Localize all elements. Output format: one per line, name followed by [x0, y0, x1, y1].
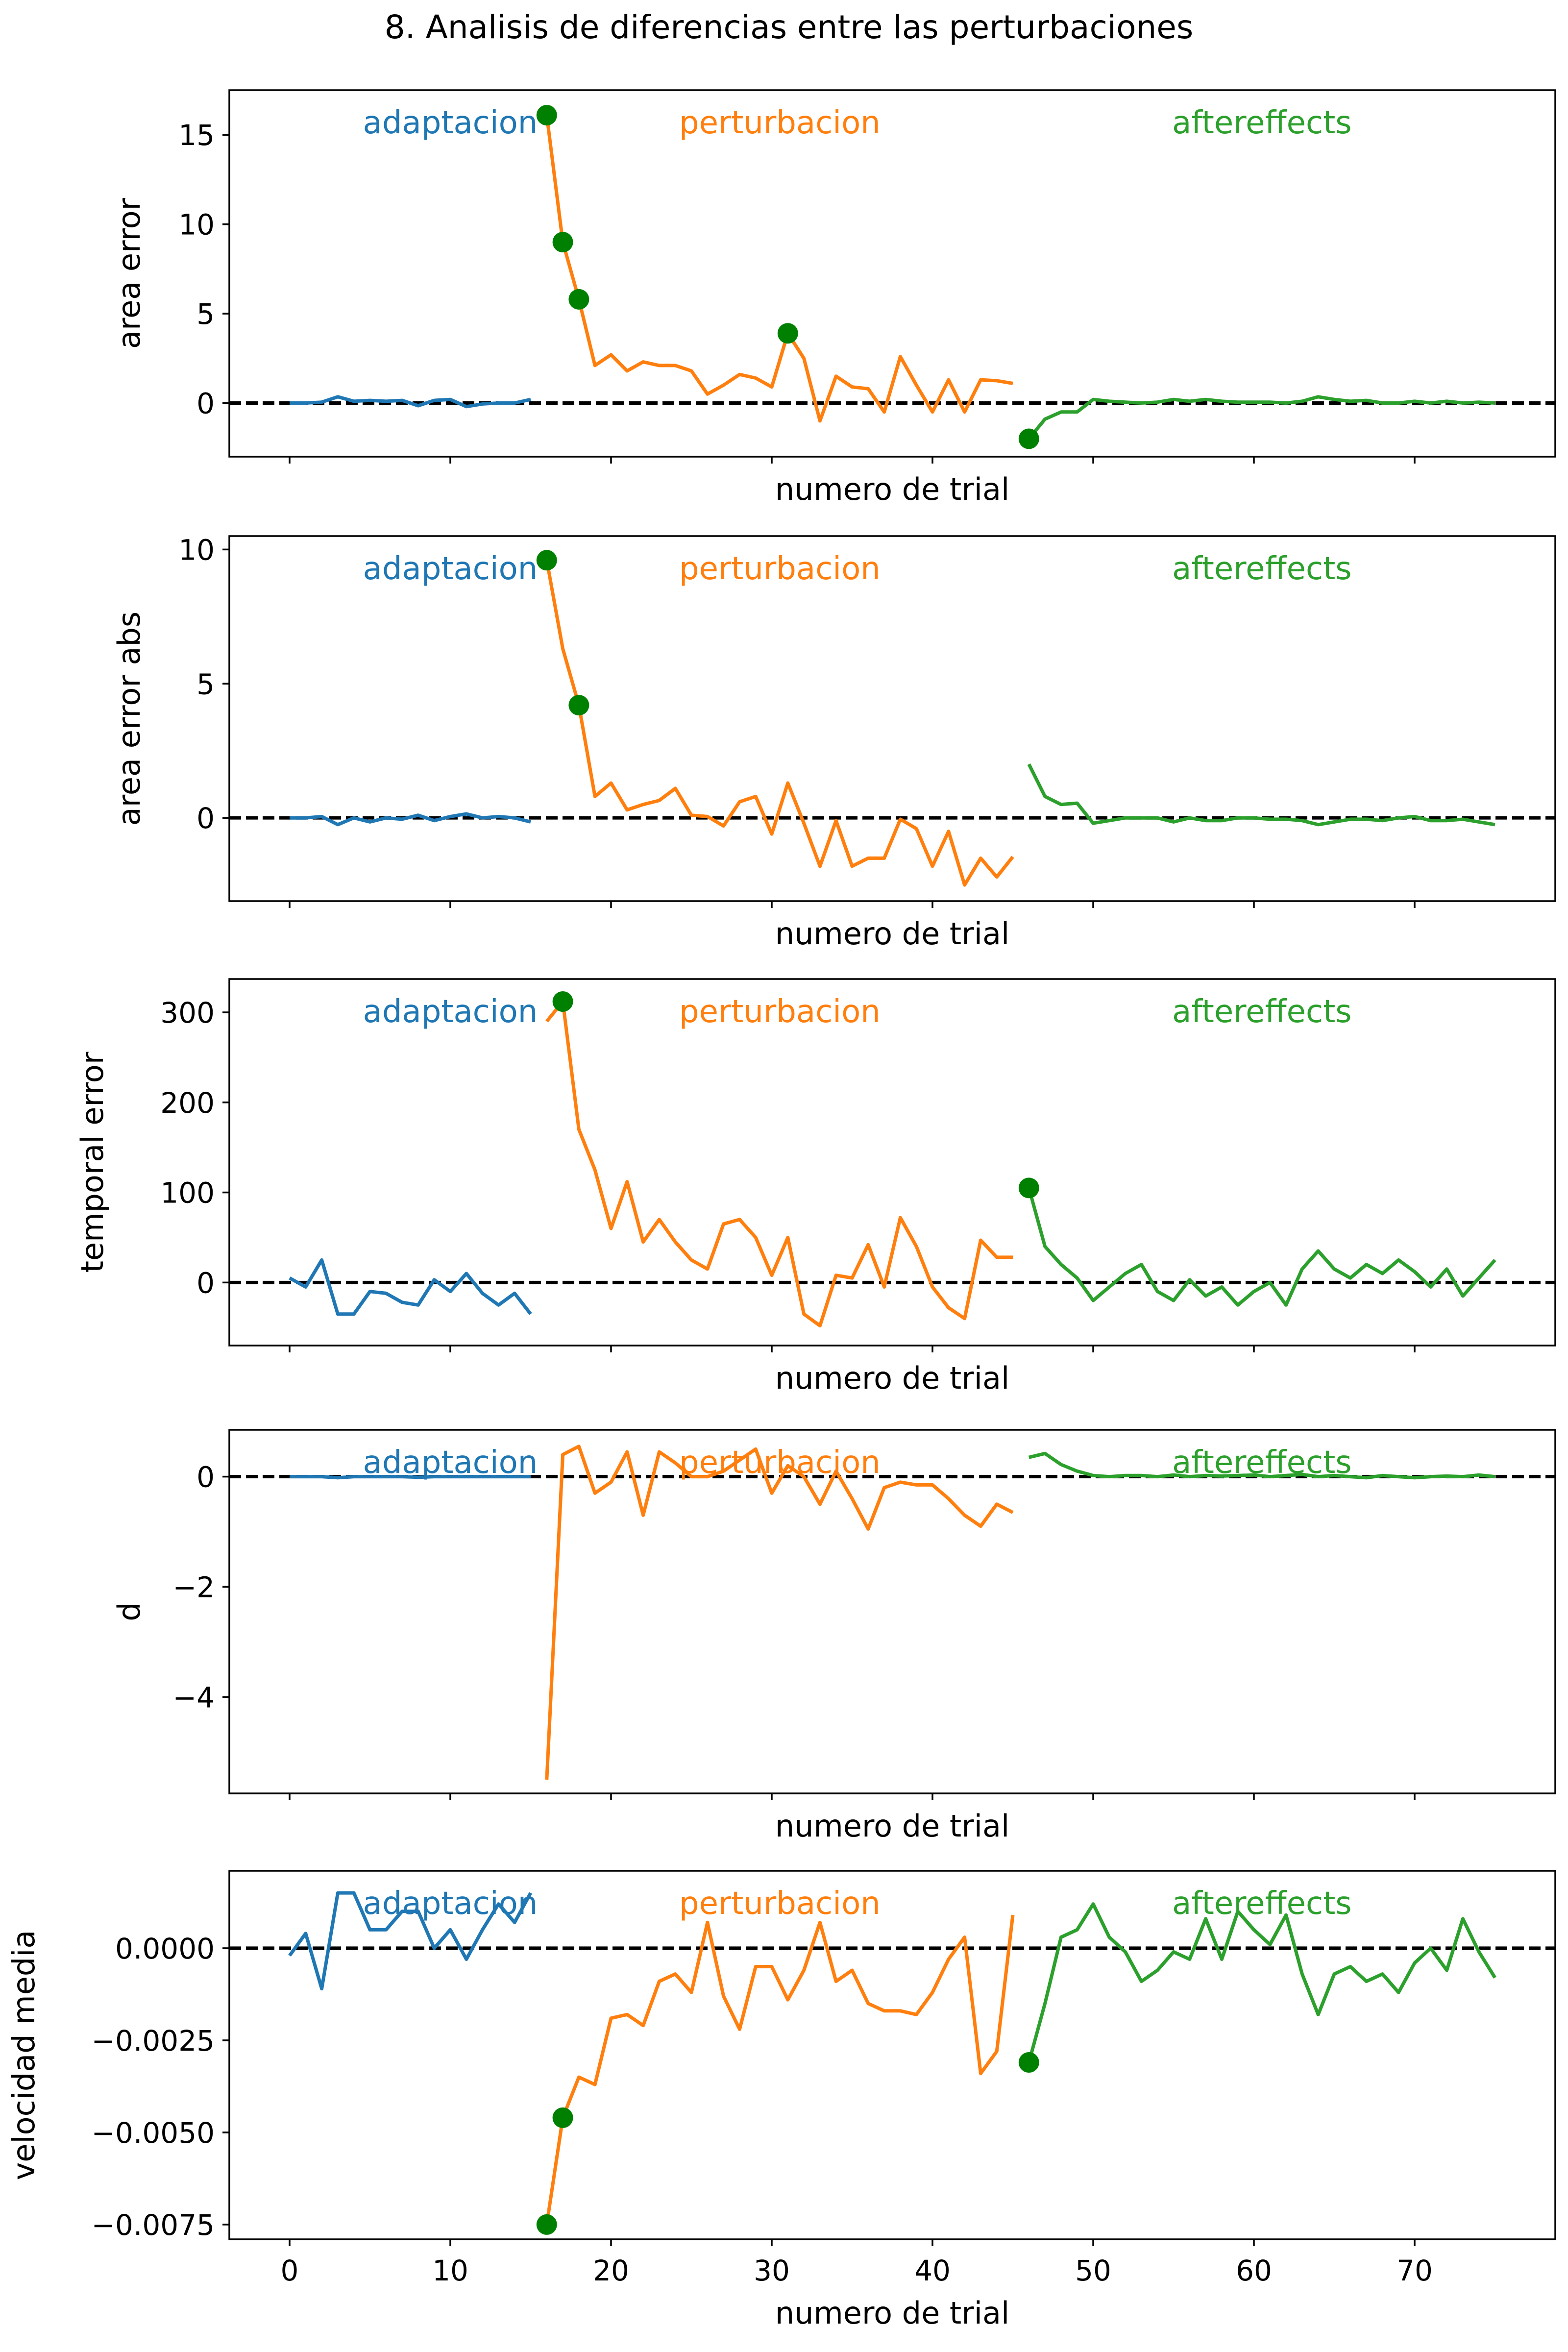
series-line-adaptacion: [289, 1258, 532, 1316]
panels: adaptacion perturbacion aftereffects 0 5 10 15…: [6, 89, 1556, 2331]
y-tick-label: 200: [160, 1086, 215, 1120]
highlight-marker: [1018, 2052, 1039, 2073]
x-tick-label: 40: [914, 2254, 951, 2287]
x-tick-label: 10: [432, 2254, 468, 2287]
x-tick-label: 30: [754, 2254, 790, 2287]
annotation-aftereffects: aftereffects: [1172, 551, 1351, 587]
annotation-aftereffects: aftereffects: [1172, 1886, 1351, 1922]
axes-frame: [228, 89, 1556, 458]
panel-4: adaptacion perturbacion aftereffects −4 −2 0 n…: [111, 1429, 1556, 1844]
series-line-aftereffects: [1027, 1187, 1496, 1307]
x-tick-label: 20: [593, 2254, 629, 2287]
y-tick-label: 5: [196, 297, 215, 331]
y-tick-label: 10: [178, 208, 215, 242]
annotation-perturbacion: perturbacion: [679, 994, 881, 1030]
highlight-marker: [1018, 1177, 1039, 1199]
annotation-perturbacion: perturbacion: [679, 105, 881, 141]
series-line-perturbacion: [545, 1445, 1014, 1780]
highlight-marker: [536, 2214, 557, 2235]
y-axis-label: area error abs: [111, 612, 147, 826]
figure-title: 8. Analisis de diferencias entre las per…: [385, 8, 1194, 46]
annotation-perturbacion: perturbacion: [679, 551, 881, 587]
series-line-adaptacion: [290, 395, 531, 409]
axes-frame: [228, 1429, 1556, 1794]
highlight-marker: [552, 232, 573, 253]
y-axis-label: d: [111, 1602, 147, 1621]
annotation-adaptacion: adaptacion: [363, 1445, 538, 1481]
series-line-aftereffects: [1028, 395, 1495, 440]
y-tick-label: 0: [196, 1266, 215, 1299]
axes-frame: [228, 1870, 1556, 2240]
highlight-marker: [552, 2107, 573, 2128]
y-tick-label: 0: [196, 1461, 215, 1494]
series-line-perturbacion: [545, 115, 1013, 423]
y-tick-label: 0: [196, 802, 215, 835]
series-line-aftereffects: [1028, 1451, 1495, 1480]
series-line-perturbacion: [545, 1000, 1013, 1328]
x-tick-label: 70: [1396, 2254, 1433, 2287]
y-axis-label: temporal error: [74, 1052, 110, 1273]
highlight-marker: [536, 105, 557, 126]
highlight-marker: [536, 550, 557, 571]
annotation-aftereffects: aftereffects: [1172, 994, 1351, 1030]
x-tick-label: 60: [1236, 2254, 1272, 2287]
series-line-adaptacion: [290, 1475, 531, 1480]
x-axis-label: numero de trial: [775, 1808, 1009, 1844]
y-tick-label: 5: [196, 667, 215, 701]
y-tick-label: −4: [173, 1681, 215, 1714]
y-tick-label: −0.0050: [91, 2116, 215, 2150]
highlight-marker: [552, 991, 573, 1012]
series-line-perturbacion: [545, 1914, 1015, 2225]
y-axis-label: area error: [111, 197, 147, 349]
y-axis-label: velocidad media: [6, 1930, 42, 2180]
x-axis-label: numero de trial: [775, 471, 1009, 507]
panel-5: adaptacion perturbacion aftereffects 0 10 20 3…: [6, 1870, 1556, 2331]
series-line-adaptacion: [290, 812, 531, 827]
highlight-marker: [777, 323, 798, 344]
annotation-perturbacion: perturbacion: [679, 1445, 881, 1481]
y-tick-label: 0.0000: [115, 1932, 215, 1965]
x-tick-label: 0: [281, 2254, 299, 2287]
panel-1: adaptacion perturbacion aftereffects 0 5 10 15…: [111, 89, 1556, 507]
y-tick-label: −0.0075: [91, 2208, 215, 2242]
series-line-perturbacion: [545, 560, 1014, 887]
highlight-marker: [568, 289, 589, 310]
annotation-adaptacion: adaptacion: [363, 551, 538, 587]
highlight-marker: [1018, 428, 1039, 449]
x-axis-label: numero de trial: [775, 1360, 1009, 1396]
panel-2: adaptacion perturbacion aftereffects 0 5 10 nu…: [111, 533, 1556, 952]
annotation-adaptacion: adaptacion: [363, 1886, 538, 1922]
highlight-marker: [568, 695, 589, 716]
y-tick-label: 10: [178, 533, 215, 566]
x-axis-label: numero de trial: [775, 916, 1009, 952]
y-tick-label: 0: [196, 387, 215, 420]
annotation-adaptacion: adaptacion: [363, 994, 538, 1030]
panel-3: adaptacion perturbacion aftereffects 0 100 20…: [74, 978, 1556, 1396]
axes-frame: [228, 978, 1556, 1347]
annotation-adaptacion: adaptacion: [363, 105, 538, 141]
series-line-aftereffects: [1027, 763, 1495, 827]
y-tick-label: −0.0025: [91, 2024, 215, 2058]
axes-frame: [228, 535, 1556, 902]
x-axis-label: numero de trial: [775, 2295, 1009, 2331]
y-tick-label: −2: [173, 1570, 215, 1604]
series-line-adaptacion: [288, 1891, 533, 1991]
y-tick-label: 15: [178, 119, 215, 152]
y-tick-label: 100: [160, 1176, 215, 1210]
y-tick-label: 300: [160, 996, 215, 1029]
annotation-perturbacion: perturbacion: [679, 1886, 881, 1922]
annotation-aftereffects: aftereffects: [1172, 105, 1351, 141]
series-line-aftereffects: [1027, 1902, 1496, 2063]
annotation-aftereffects: aftereffects: [1172, 1445, 1351, 1481]
x-tick-label: 50: [1075, 2254, 1111, 2287]
